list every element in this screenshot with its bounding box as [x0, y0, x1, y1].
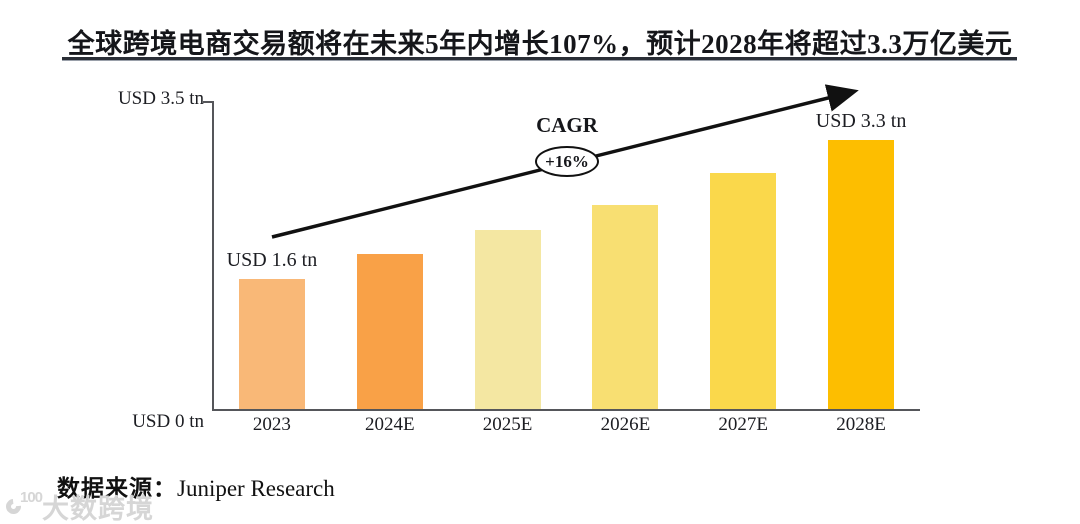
data-source-prefix: 数据来源：	[57, 476, 177, 501]
bar-slot-2023: USD 1.6 tn	[213, 100, 331, 409]
bar-slot-2027E	[684, 100, 802, 409]
x-tick-2026E: 2026E	[600, 414, 651, 435]
watermark-logo-number: 100	[20, 488, 43, 506]
watermark-text: 大数跨境	[42, 494, 154, 524]
bar-value-label-2023: USD 1.6 tn	[226, 249, 318, 271]
cagr-label: CAGR	[536, 113, 598, 137]
bar-slot-2024E	[331, 100, 449, 409]
y-axis-min-label: USD 0 tn	[132, 411, 204, 432]
bar-2025E	[474, 230, 541, 409]
cagr-badge: +16%	[535, 146, 599, 177]
y-axis-max-label: USD 3.5 tn	[117, 88, 204, 109]
data-source: 数据来源：Juniper Research	[57, 469, 335, 503]
bar-2023	[238, 279, 305, 409]
data-source-name: Juniper Research	[177, 476, 335, 501]
x-tick-2028E: 2028E	[836, 414, 886, 435]
bar-2027E	[710, 173, 777, 409]
y-axis-top-tick	[203, 101, 213, 103]
x-tick-2024E: 2024E	[364, 414, 415, 435]
title-underline	[62, 57, 1017, 61]
bar-slot-2026E	[566, 100, 684, 409]
bar-slot-2028E: USD 3.3 tn	[802, 100, 920, 409]
x-tick-2025E: 2025E	[482, 414, 533, 435]
watermark-logo-icon: 100	[2, 488, 43, 524]
bar-slot-2025E	[449, 100, 567, 409]
chart-title: 全球跨境电商交易额将在未来5年内增长107%，预计2028年将超过3.3万亿美元	[67, 29, 1013, 59]
bar-2028E	[828, 140, 895, 409]
y-axis-line	[212, 101, 214, 410]
x-axis-labels: 2023 2024E 2025E 2026E 2027E 2028E	[213, 414, 920, 436]
bar-2024E	[356, 254, 423, 409]
watermark: 100 大数跨境	[2, 487, 154, 524]
x-tick-2023: 2023	[252, 414, 291, 435]
x-tick-2027E: 2027E	[718, 414, 769, 435]
bar-2026E	[592, 205, 659, 409]
x-axis-line	[212, 409, 920, 411]
bar-value-label-2028E: USD 3.3 tn	[815, 110, 907, 132]
